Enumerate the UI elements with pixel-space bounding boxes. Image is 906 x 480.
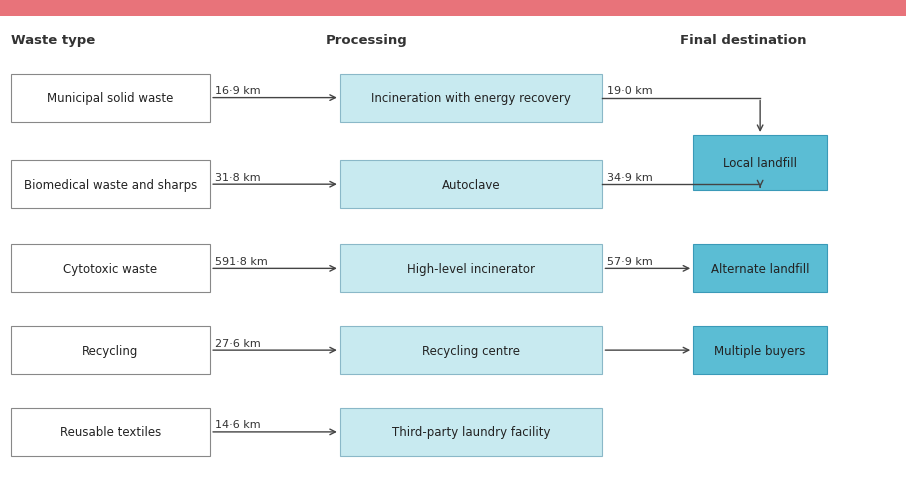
- FancyBboxPatch shape: [693, 136, 827, 191]
- Text: 31·8 km: 31·8 km: [215, 172, 260, 182]
- Text: Recycling centre: Recycling centre: [422, 344, 520, 357]
- FancyBboxPatch shape: [693, 245, 827, 293]
- Text: Waste type: Waste type: [11, 34, 95, 48]
- FancyBboxPatch shape: [340, 326, 602, 374]
- Text: Reusable textiles: Reusable textiles: [60, 425, 161, 439]
- Text: Cytotoxic waste: Cytotoxic waste: [63, 262, 158, 276]
- FancyBboxPatch shape: [693, 326, 827, 374]
- Text: Local landfill: Local landfill: [723, 156, 797, 170]
- Text: Biomedical waste and sharps: Biomedical waste and sharps: [24, 178, 198, 192]
- Bar: [0, 0, 906, 17]
- Text: Municipal solid waste: Municipal solid waste: [47, 92, 174, 105]
- Text: Final destination: Final destination: [680, 34, 806, 48]
- Text: 19·0 km: 19·0 km: [607, 86, 652, 96]
- Text: Recycling: Recycling: [82, 344, 139, 357]
- FancyBboxPatch shape: [11, 326, 210, 374]
- Text: 14·6 km: 14·6 km: [215, 420, 260, 430]
- FancyBboxPatch shape: [340, 245, 602, 293]
- Text: Third-party laundry facility: Third-party laundry facility: [392, 425, 550, 439]
- Text: 57·9 km: 57·9 km: [607, 256, 652, 266]
- FancyBboxPatch shape: [340, 161, 602, 209]
- Text: 591·8 km: 591·8 km: [215, 256, 267, 266]
- FancyBboxPatch shape: [11, 408, 210, 456]
- Text: 27·6 km: 27·6 km: [215, 338, 260, 348]
- FancyBboxPatch shape: [11, 74, 210, 122]
- FancyBboxPatch shape: [340, 74, 602, 122]
- Text: 16·9 km: 16·9 km: [215, 86, 260, 96]
- Text: Multiple buyers: Multiple buyers: [715, 344, 805, 357]
- FancyBboxPatch shape: [11, 245, 210, 293]
- Text: Processing: Processing: [326, 34, 408, 48]
- FancyBboxPatch shape: [340, 408, 602, 456]
- FancyBboxPatch shape: [11, 161, 210, 209]
- Text: Incineration with energy recovery: Incineration with energy recovery: [371, 92, 571, 105]
- Text: High-level incinerator: High-level incinerator: [407, 262, 535, 276]
- Text: 34·9 km: 34·9 km: [607, 172, 652, 182]
- Text: Alternate landfill: Alternate landfill: [711, 262, 809, 276]
- Text: Autoclave: Autoclave: [442, 178, 500, 192]
